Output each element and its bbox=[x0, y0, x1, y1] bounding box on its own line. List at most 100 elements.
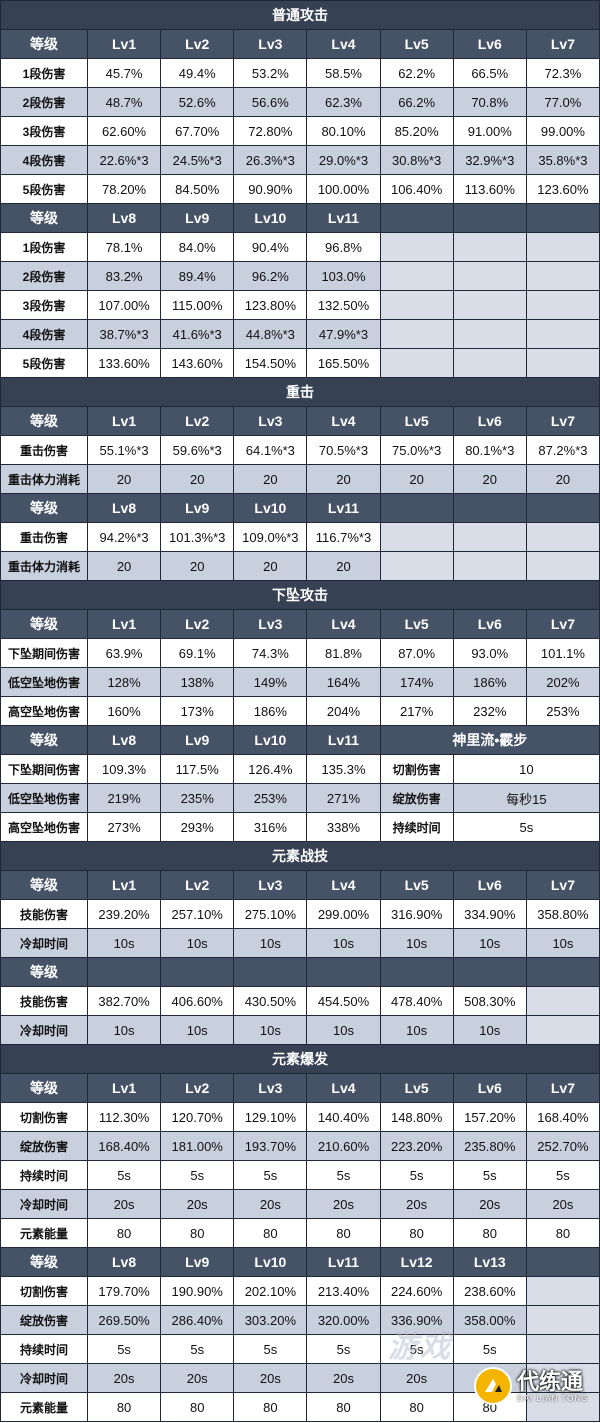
value-cell: 20s bbox=[234, 1364, 308, 1393]
value-cell: 66.2% bbox=[380, 88, 454, 117]
value-cell: 10s bbox=[234, 929, 308, 958]
value-cell: 303.20% bbox=[234, 1306, 308, 1335]
value-cell: 80 bbox=[453, 1393, 527, 1422]
level-cell: Lv6 bbox=[453, 30, 527, 59]
row-label: 5段伤害 bbox=[1, 175, 88, 204]
value-cell: 20s bbox=[453, 1190, 527, 1219]
value-cell: 334.90% bbox=[453, 900, 527, 929]
level-cell: Lv11 bbox=[307, 726, 381, 755]
level-cell: Lv10 bbox=[234, 204, 308, 233]
level-label-cell: 等级 bbox=[1, 1074, 88, 1103]
value-cell: 70.5%*3 bbox=[307, 436, 381, 465]
row-label: 高空坠地伤害 bbox=[1, 697, 88, 726]
value-cell: 109.0%*3 bbox=[234, 523, 308, 552]
value-cell: 101.3%*3 bbox=[161, 523, 235, 552]
level-cell: Lv2 bbox=[161, 407, 235, 436]
value-cell: 32.9%*3 bbox=[453, 146, 527, 175]
row-label: 5段伤害 bbox=[1, 349, 88, 378]
value-cell: 90.4% bbox=[234, 233, 308, 262]
level-cell: Lv7 bbox=[526, 1074, 600, 1103]
value-cell: 133.60% bbox=[88, 349, 162, 378]
value-cell: 20 bbox=[161, 552, 235, 581]
value-cell: 56.6% bbox=[234, 88, 308, 117]
value-cell: 219% bbox=[88, 784, 162, 813]
level-header-row: 等级 Lv8 Lv9 Lv10 Lv11 bbox=[1, 494, 600, 523]
table-row: 重击体力消耗 20 20 20 20 bbox=[1, 552, 600, 581]
value-cell: 41.6%*3 bbox=[161, 320, 235, 349]
level-header-row: 等级 bbox=[1, 958, 600, 987]
level-cell bbox=[234, 958, 308, 987]
value-cell: 80 bbox=[234, 1393, 308, 1422]
level-cell: Lv6 bbox=[453, 407, 527, 436]
level-label-cell: 等级 bbox=[1, 407, 88, 436]
value-cell: 168.40% bbox=[88, 1132, 162, 1161]
row-label: 4段伤害 bbox=[1, 320, 88, 349]
row-label: 冷却时间 bbox=[1, 929, 88, 958]
value-cell: 55.1%*3 bbox=[88, 436, 162, 465]
table-row: 元素能量 80 80 80 80 80 80 bbox=[1, 1393, 600, 1422]
value-cell: 128% bbox=[88, 668, 162, 697]
level-cell: Lv3 bbox=[234, 610, 308, 639]
level-label-cell: 等级 bbox=[1, 871, 88, 900]
value-cell: 5s bbox=[307, 1161, 381, 1190]
value-cell: 269.50% bbox=[88, 1306, 162, 1335]
section-2: 下坠攻击 等级 Lv1 Lv2 Lv3 Lv4 Lv5 Lv6 Lv7 下坠期间伤害 63.9% 69… bbox=[1, 581, 600, 842]
value-cell: 210.60% bbox=[307, 1132, 381, 1161]
level-cell bbox=[380, 204, 454, 233]
value-cell: 116.7%*3 bbox=[307, 523, 381, 552]
value-cell: 62.60% bbox=[88, 117, 162, 146]
value-cell: 80 bbox=[88, 1219, 162, 1248]
value-cell: 149% bbox=[234, 668, 308, 697]
value-cell: 10s bbox=[453, 929, 527, 958]
level-cell: Lv11 bbox=[307, 204, 381, 233]
value-cell: 93.0% bbox=[453, 639, 527, 668]
value-cell: 72.3% bbox=[526, 59, 600, 88]
value-cell bbox=[526, 1335, 600, 1364]
level-label-cell: 等级 bbox=[1, 726, 88, 755]
value-cell bbox=[526, 291, 600, 320]
value-cell: 174% bbox=[380, 668, 454, 697]
value-cell bbox=[526, 233, 600, 262]
row-label: 下坠期间伤害 bbox=[1, 755, 88, 784]
row-label: 重击体力消耗 bbox=[1, 552, 88, 581]
value-cell: 83.2% bbox=[88, 262, 162, 291]
level-cell bbox=[453, 494, 527, 523]
value-cell: 80 bbox=[161, 1219, 235, 1248]
level-cell: Lv8 bbox=[88, 1248, 162, 1277]
value-cell: 143.60% bbox=[161, 349, 235, 378]
value-cell: 5s bbox=[88, 1161, 162, 1190]
value-cell: 22.6%*3 bbox=[88, 146, 162, 175]
value-cell: 275.10% bbox=[234, 900, 308, 929]
value-cell: 67.70% bbox=[161, 117, 235, 146]
value-cell bbox=[526, 1277, 600, 1306]
table-row: 冷却时间 20s 20s 20s 20s 20s 20s 20s bbox=[1, 1190, 600, 1219]
table-row: 下坠期间伤害 109.3% 117.5% 126.4% 135.3% 切割伤害 10 bbox=[1, 755, 600, 784]
value-cell: 204% bbox=[307, 697, 381, 726]
value-cell: 26.3%*3 bbox=[234, 146, 308, 175]
level-cell: Lv6 bbox=[453, 1074, 527, 1103]
level-cell: Lv1 bbox=[88, 871, 162, 900]
row-label: 低空坠地伤害 bbox=[1, 784, 88, 813]
value-cell: 100.00% bbox=[307, 175, 381, 204]
value-cell: 84.50% bbox=[161, 175, 235, 204]
row-label: 下坠期间伤害 bbox=[1, 639, 88, 668]
value-cell: 47.9%*3 bbox=[307, 320, 381, 349]
row-label: 切割伤害 bbox=[1, 1103, 88, 1132]
value-cell: 80 bbox=[161, 1393, 235, 1422]
level-cell: Lv8 bbox=[88, 494, 162, 523]
row-label: 技能伤害 bbox=[1, 900, 88, 929]
value-cell: 20 bbox=[307, 552, 381, 581]
value-cell: 113.60% bbox=[453, 175, 527, 204]
value-cell: 20 bbox=[526, 465, 600, 494]
value-cell: 5s bbox=[380, 1335, 454, 1364]
value-cell: 69.1% bbox=[161, 639, 235, 668]
row-label: 3段伤害 bbox=[1, 291, 88, 320]
value-cell: 10s bbox=[526, 929, 600, 958]
value-cell: 406.60% bbox=[161, 987, 235, 1016]
section-title: 重击 bbox=[1, 378, 600, 407]
level-cell: Lv3 bbox=[234, 1074, 308, 1103]
level-cell: Lv13 bbox=[453, 1248, 527, 1277]
value-cell: 257.10% bbox=[161, 900, 235, 929]
section-title: 普通攻击 bbox=[1, 1, 600, 30]
level-cell: Lv2 bbox=[161, 1074, 235, 1103]
